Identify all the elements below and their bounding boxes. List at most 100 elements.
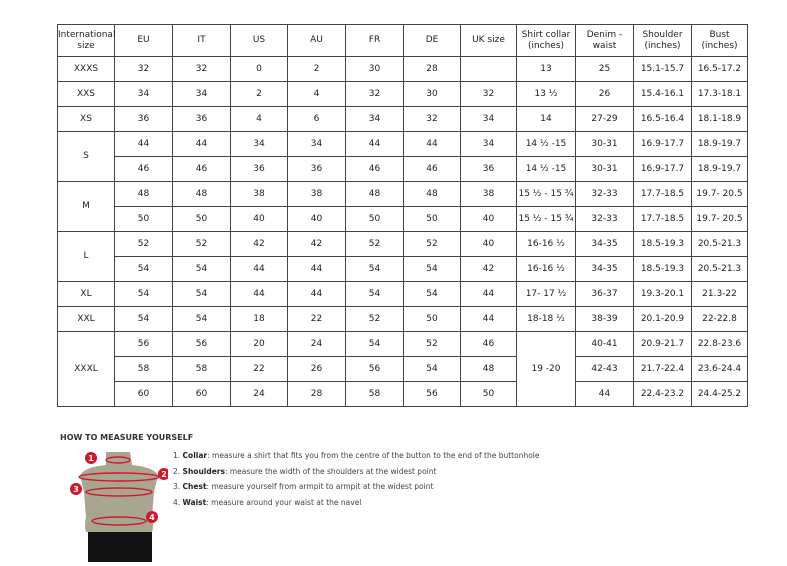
table-cell: 20 xyxy=(230,331,288,357)
table-cell: 6 xyxy=(287,106,346,132)
table-cell: 40 xyxy=(460,231,517,257)
table-cell: 54 xyxy=(345,331,404,357)
table-cell: 58 xyxy=(172,356,231,382)
table-cell: 52 xyxy=(345,231,404,257)
table-cell: 22-22.8 xyxy=(691,306,748,332)
step-shoulders: 2. Shoulders: measure the width of the s… xyxy=(173,466,437,476)
table-cell: 54 xyxy=(403,256,461,282)
table-cell: 36 xyxy=(114,106,173,132)
table-cell: 34 xyxy=(172,81,231,107)
table-cell: 58 xyxy=(345,381,404,407)
table-cell: 54 xyxy=(403,356,461,382)
table-cell: 48 xyxy=(172,181,231,207)
table-cell: 26 xyxy=(287,356,346,382)
table-cell: 18-18 ½ xyxy=(516,306,576,332)
table-cell: 52 xyxy=(403,231,461,257)
table-cell: 56 xyxy=(114,331,173,357)
table-cell: 44 xyxy=(114,131,173,157)
column-header: Denim - waist xyxy=(575,24,634,57)
table-cell: 54 xyxy=(114,256,173,282)
step-collar: 1. Collar: measure a shirt that fits you… xyxy=(173,451,540,460)
table-cell: 40 xyxy=(460,206,517,232)
table-cell: 17.3-18.1 xyxy=(691,81,748,107)
table-cell: 32 xyxy=(403,106,461,132)
table-row: S 44 44 34 34 44 44 34 14 ½ -15 30-31 16.9-17.7 18.… xyxy=(57,131,748,182)
table-cell: 42 xyxy=(460,256,517,282)
table-cell: 52 xyxy=(345,306,404,332)
column-header: DE xyxy=(403,24,461,57)
table-cell: 15.4-16.1 xyxy=(633,81,692,107)
table-cell: 14 ½ -15 xyxy=(516,131,576,157)
table-cell: 28 xyxy=(403,56,461,82)
table-cell: 44 xyxy=(172,131,231,157)
table-cell: 54 xyxy=(172,281,231,307)
table-cell: 13 xyxy=(516,56,576,82)
size-cell: S xyxy=(57,131,115,182)
table-cell: 54 xyxy=(172,256,231,282)
table-cell: 38 xyxy=(460,181,517,207)
table-cell: 18.5-19.3 xyxy=(633,256,692,282)
table-cell: 60 xyxy=(114,381,173,407)
header-row: International size EU IT US AU FR DE UK size Shi… xyxy=(57,24,748,57)
table-cell: 52 xyxy=(114,231,173,257)
table-cell: 38 xyxy=(230,181,288,207)
table-cell: 30-31 xyxy=(575,156,634,182)
table-cell: 24.4-25.2 xyxy=(691,381,748,407)
table-cell: 44 xyxy=(287,256,346,282)
table-cell: 34-35 xyxy=(575,256,634,282)
measure-steps: 1. Collar: measure a shirt that fits you… xyxy=(173,451,540,513)
table-cell: 19.7- 20.5 xyxy=(691,181,748,207)
marker-3-label: 3 xyxy=(73,485,79,494)
table-row: L 52 52 42 42 52 52 40 16-16 ½ 34-35 18.5-19.3 20.5… xyxy=(57,231,748,282)
table-cell: 16.9-17.7 xyxy=(633,156,692,182)
table-row: 46 46 36 36 46 46 36 14 ½ -15 30-31 16.9-17.7 18.9… xyxy=(58,156,748,182)
table-cell: 34 xyxy=(460,131,517,157)
column-header: International size xyxy=(57,24,115,57)
torso-illustration: 1 2 3 4 xyxy=(68,447,170,566)
marker-1-label: 1 xyxy=(88,454,94,463)
column-header: Shoulder (inches) xyxy=(633,24,692,57)
column-header: IT xyxy=(172,24,231,57)
table-row: 58 58 22 26 56 54 48 42-43 21.7-22.4 23.6-24.4 xyxy=(58,356,748,382)
marker-2-label: 2 xyxy=(161,470,167,479)
table-cell: 17- 17 ½ xyxy=(516,281,576,307)
table-cell: 15 ½ - 15 ¾ xyxy=(516,181,576,207)
table-cell: 21.3-22 xyxy=(691,281,748,307)
table-cell: 18.1-18.9 xyxy=(691,106,748,132)
table-cell: 13 ½ xyxy=(516,81,576,107)
table-cell: 38-39 xyxy=(575,306,634,332)
table-cell: 20.9-21.7 xyxy=(633,331,692,357)
table-cell: 40-41 xyxy=(575,331,634,357)
table-cell: 36 xyxy=(230,156,288,182)
size-cell: M xyxy=(57,181,115,232)
table-cell: 28 xyxy=(287,381,346,407)
table-cell: 34-35 xyxy=(575,231,634,257)
table-row: M 48 48 38 38 48 48 38 15 ½ - 15 ¾ 32-33 17.7-18.5… xyxy=(57,181,748,232)
table-cell: 54 xyxy=(345,281,404,307)
step-chest: 3. Chest: measure yourself from armpit t… xyxy=(173,482,434,491)
table-cell: 20.1-20.9 xyxy=(633,306,692,332)
table-cell: 14 ½ -15 xyxy=(516,156,576,182)
table-cell: 18 xyxy=(230,306,288,332)
table-cell: 46 xyxy=(345,156,404,182)
table-cell: 4 xyxy=(230,106,288,132)
table-row: XS 36 36 4 6 34 32 34 14 27-29 16.5-16.4 18.1-18.9 xyxy=(57,106,748,132)
table-cell: 48 xyxy=(345,181,404,207)
size-cell: L xyxy=(57,231,115,282)
table-cell: 42-43 xyxy=(575,356,634,382)
table-cell: 50 xyxy=(403,206,461,232)
table-cell: 27-29 xyxy=(575,106,634,132)
table-row: XXS 34 34 2 4 32 30 32 13 ½ 26 15.4-16.1 17.3-18.1 xyxy=(57,81,748,107)
table-cell: 44 xyxy=(230,281,288,307)
table-cell: 46 xyxy=(172,156,231,182)
column-header: Shirt collar (inches) xyxy=(516,24,576,57)
size-cell: XXXL xyxy=(57,331,115,407)
table-cell: 44 xyxy=(460,281,517,307)
column-header: AU xyxy=(287,24,346,57)
column-header: Bust (inches) xyxy=(691,24,748,57)
table-cell: 18.5-19.3 xyxy=(633,231,692,257)
table-cell: 16-16 ½ xyxy=(516,231,576,257)
table-cell: 54 xyxy=(403,281,461,307)
table-cell: 2 xyxy=(230,81,288,107)
table-cell: 19.3-20.1 xyxy=(633,281,692,307)
